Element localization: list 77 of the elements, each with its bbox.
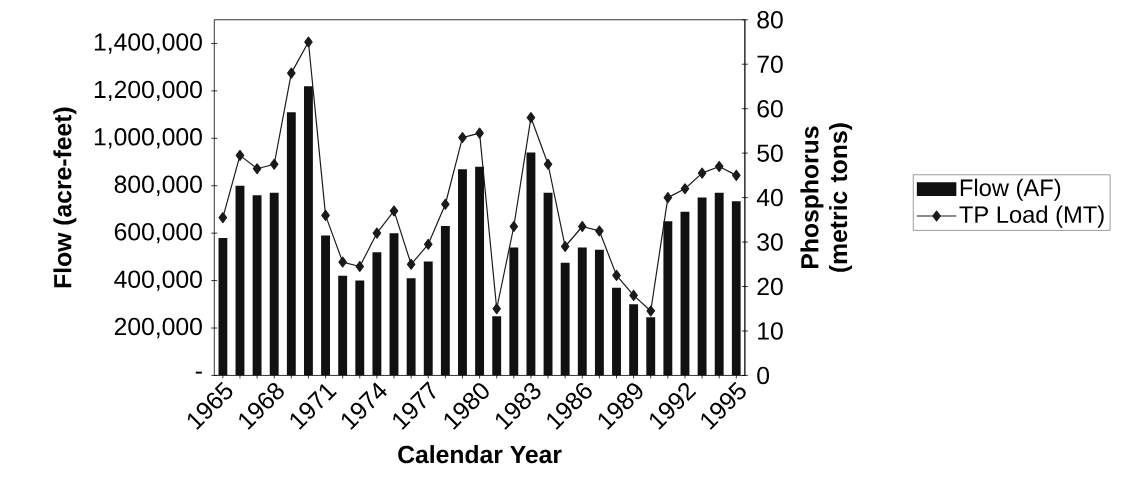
point — [338, 256, 347, 268]
y2-tick-label: 0 — [757, 366, 770, 385]
y-axis-title: Flow (acre-feet) — [53, 107, 77, 288]
bar — [355, 280, 365, 376]
point — [389, 205, 399, 217]
bar — [286, 112, 296, 376]
point — [492, 303, 502, 315]
point — [714, 160, 724, 173]
bar — [269, 192, 279, 376]
bar — [423, 261, 433, 376]
bar — [406, 278, 416, 376]
point — [287, 67, 296, 79]
y-tick-label: 1,000,000 — [94, 128, 202, 149]
bar — [372, 252, 382, 376]
y2-tick-label: 30 — [757, 233, 783, 251]
point — [526, 112, 536, 124]
y2-tick-label: 10 — [758, 322, 783, 340]
y2-tick-label: 40 — [756, 188, 783, 207]
point — [321, 209, 330, 221]
legend-label: Flow (AF) — [960, 178, 1061, 201]
y2-tick-label: 70 — [757, 55, 783, 74]
point — [406, 258, 416, 270]
point — [372, 227, 382, 239]
point — [612, 269, 621, 281]
bar — [218, 237, 228, 376]
point — [646, 305, 656, 317]
point — [269, 158, 279, 170]
point — [595, 225, 604, 237]
point — [577, 221, 587, 233]
bar — [612, 287, 621, 376]
point — [663, 192, 673, 204]
point — [304, 36, 313, 48]
bar — [235, 185, 245, 376]
bar — [680, 211, 690, 376]
point — [235, 149, 245, 161]
bar — [577, 247, 587, 376]
bar — [560, 262, 570, 376]
point — [732, 169, 741, 181]
y-tick-label: 1,400,000 — [94, 33, 202, 54]
point — [543, 158, 553, 170]
legend-label: TP Load (MT) — [959, 205, 1104, 228]
y2-tick-label: 60 — [757, 99, 783, 118]
point — [697, 167, 707, 179]
y-tick-label: 800,000 — [114, 175, 202, 196]
y-tick-label: 200,000 — [114, 317, 202, 339]
bar — [714, 192, 724, 376]
point — [509, 221, 519, 233]
y-tick-label: 400,000 — [114, 270, 202, 291]
y2-tick-label: 50 — [757, 144, 783, 162]
bar — [321, 235, 330, 376]
bar — [629, 304, 639, 376]
point — [441, 198, 450, 210]
y-tick-label: - — [195, 371, 202, 374]
bar — [492, 316, 502, 376]
bar — [252, 195, 262, 376]
y2-tick-label: 20 — [757, 277, 783, 296]
bar — [458, 169, 467, 376]
y-tick-label: 600,000 — [114, 223, 202, 244]
point — [475, 127, 484, 139]
y-tick-label: 1,200,000 — [94, 80, 202, 102]
y2-tick-label: 80 — [757, 11, 783, 29]
point — [629, 289, 638, 301]
bar — [731, 201, 741, 376]
point — [423, 238, 433, 250]
point — [252, 163, 262, 175]
bar — [338, 275, 348, 376]
point — [560, 241, 570, 253]
point — [355, 261, 365, 273]
point — [218, 212, 228, 224]
point — [680, 183, 690, 195]
y2-axis-title: Phosphorus (metric tons) — [800, 123, 853, 272]
bar — [389, 233, 399, 376]
x-axis-title: Calendar Year — [398, 445, 562, 464]
bar — [440, 226, 450, 376]
point — [458, 132, 467, 144]
bar — [594, 249, 604, 376]
bar — [697, 197, 707, 376]
